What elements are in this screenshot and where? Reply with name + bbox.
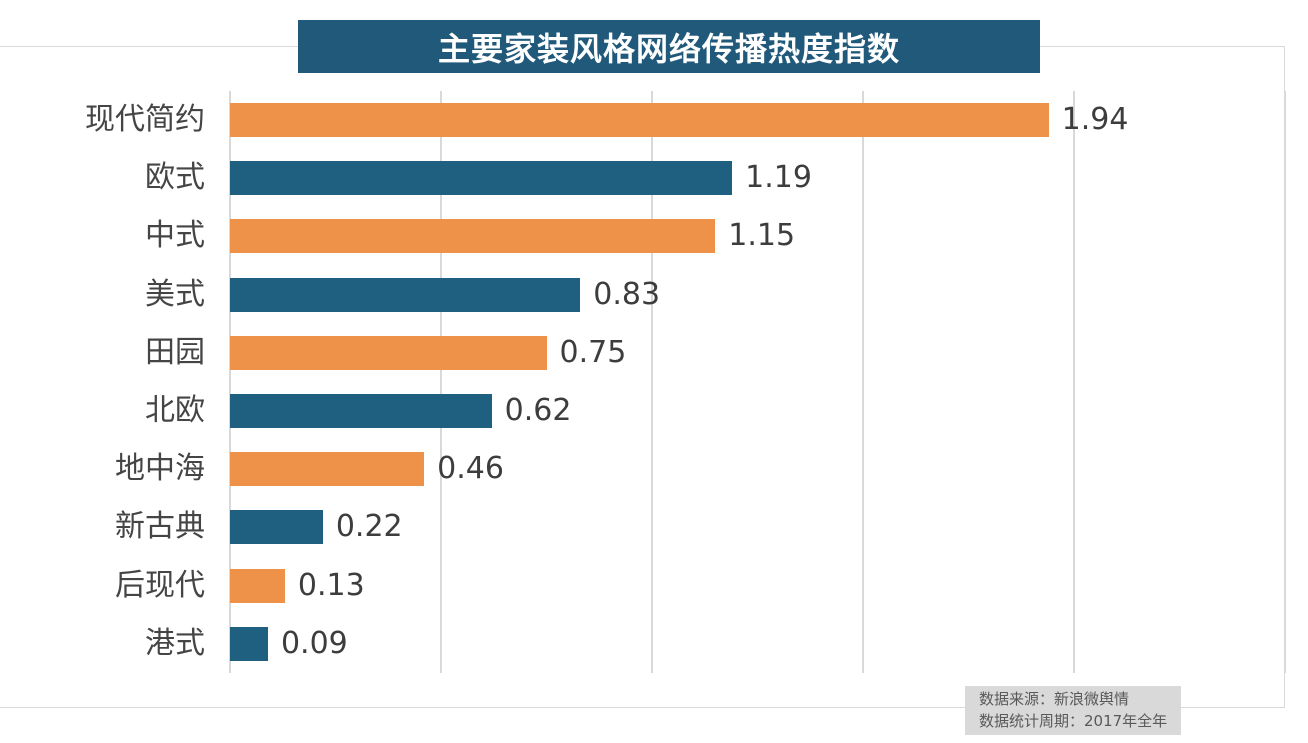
- value-label: 0.75: [559, 334, 627, 370]
- chart-title-box: 主要家装风格网络传播热度指数: [298, 20, 1040, 73]
- category-label: 北欧: [145, 393, 205, 428]
- gridline-x-1.5: [862, 91, 864, 673]
- category-label: 欧式: [145, 160, 205, 196]
- value-label: 0.83: [593, 276, 661, 312]
- value-label: 0.09: [280, 625, 348, 661]
- chart-row-9: 后现代 0.13: [115, 557, 1285, 615]
- chart-title: 主要家装风格网络传播热度指数: [437, 29, 900, 68]
- value-label: 0.13: [297, 567, 365, 603]
- bar: [230, 568, 285, 603]
- category-label: 后现代: [115, 567, 205, 603]
- category-label: 新古典: [115, 509, 205, 545]
- category-label: 现代简约: [85, 102, 205, 137]
- value-label: 1.15: [728, 218, 796, 254]
- gridline-x-1: [651, 91, 653, 673]
- value-label: 0.62: [504, 393, 572, 428]
- data-source-line: 数据来源：新浪微舆情: [979, 690, 1130, 708]
- chart-row-6: 北欧 0.62: [145, 382, 1285, 440]
- chart-row-8: 新古典 0.22: [115, 498, 1285, 556]
- chart-row-1: 现代简约 1.94: [85, 91, 1285, 149]
- category-label: 地中海: [115, 451, 205, 487]
- category-label: 田园: [145, 334, 205, 370]
- bar: [230, 277, 581, 312]
- chart-row-5: 田园 0.75: [145, 324, 1285, 382]
- plot-area: 现代简约 1.94 欧式 1.19 中式 1.15 美式 0.83 田园 0.75 北欧 0.62 地中…: [85, 91, 1286, 673]
- bar: [230, 394, 492, 428]
- chart-row-2: 欧式 1.19: [145, 149, 1285, 207]
- bar: [230, 103, 1049, 137]
- gridline-x-0.5: [440, 91, 442, 673]
- gridline-x-2: [1073, 91, 1075, 673]
- category-label: 港式: [145, 625, 205, 661]
- chart-row-4: 美式 0.83: [145, 266, 1285, 324]
- data-source-note: 数据来源：新浪微舆情 数据统计周期：2017年全年: [965, 686, 1182, 735]
- bar: [230, 161, 733, 196]
- chart-row-3: 中式 1.15: [145, 207, 1285, 265]
- chart-row-10: 港式 0.09: [145, 615, 1285, 673]
- gridline-x-2.5: [1284, 91, 1286, 673]
- bar: [230, 510, 323, 545]
- gridline-x-0: [229, 91, 231, 673]
- bar: [230, 452, 425, 487]
- value-label: 0.22: [335, 509, 403, 545]
- bar: [230, 626, 268, 661]
- bar: [230, 335, 547, 370]
- data-period-line: 数据统计周期：2017年全年: [979, 712, 1168, 730]
- value-label: 1.19: [745, 160, 812, 196]
- category-label: 美式: [145, 276, 205, 312]
- bar: [230, 219, 716, 254]
- value-label: 0.46: [437, 451, 504, 487]
- chart-row-7: 地中海 0.46: [115, 440, 1285, 498]
- category-label: 中式: [145, 218, 205, 254]
- value-label: 1.94: [1061, 102, 1129, 137]
